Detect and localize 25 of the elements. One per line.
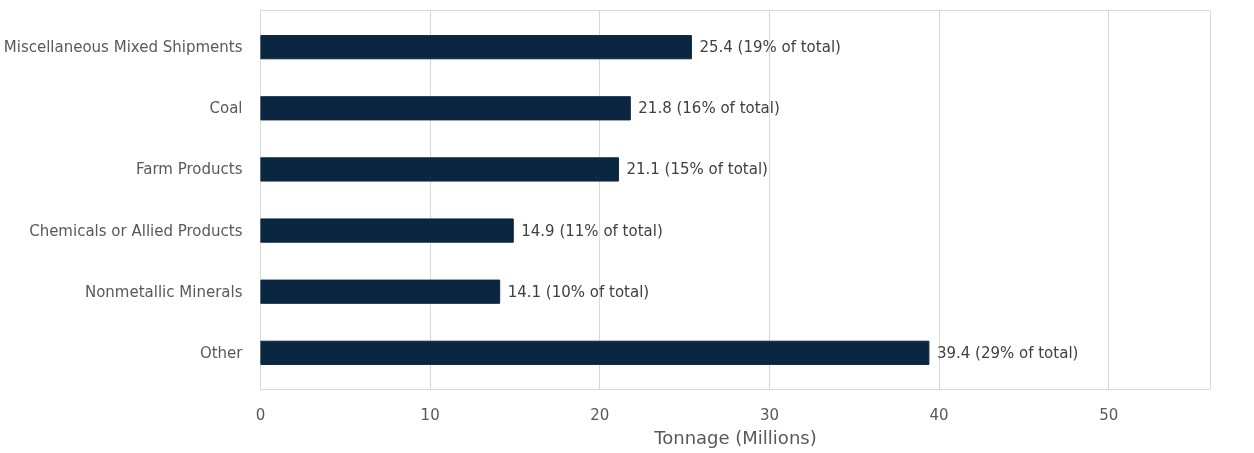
x-tick-label: 10 — [420, 405, 440, 424]
y-tick-label: Miscellaneous Mixed Shipments — [3, 38, 243, 57]
y-tick-label: Nonmetallic Minerals — [84, 282, 243, 301]
bar — [260, 96, 631, 121]
y-tick-label: Chemicals or Allied Products — [29, 221, 243, 240]
x-axis-title: Tonnage (Millions) — [653, 426, 817, 448]
data-label: 14.1 (10% of total) — [507, 282, 650, 301]
data-label: 21.1 (15% of total) — [626, 160, 768, 179]
x-tick-label: 0 — [255, 405, 266, 424]
bar — [260, 35, 692, 60]
data-label: 14.9 (11% of total) — [521, 221, 663, 240]
x-tick-label: 30 — [759, 405, 779, 424]
data-label: 39.4 (29% of total) — [936, 343, 1079, 362]
x-tick-label: 50 — [1099, 405, 1119, 424]
data-label: 25.4 (19% of total) — [699, 38, 841, 57]
x-tick-label: 40 — [929, 405, 949, 424]
bar — [260, 218, 514, 243]
data-label: 21.8 (16% of total) — [638, 99, 780, 118]
bar — [260, 279, 501, 304]
x-tick-label: 20 — [590, 405, 610, 424]
y-tick-label: Coal — [209, 99, 243, 118]
y-tick-label: Other — [199, 343, 244, 362]
y-tick-label: Farm Products — [136, 160, 243, 179]
bar — [260, 157, 619, 182]
bar — [260, 340, 930, 365]
